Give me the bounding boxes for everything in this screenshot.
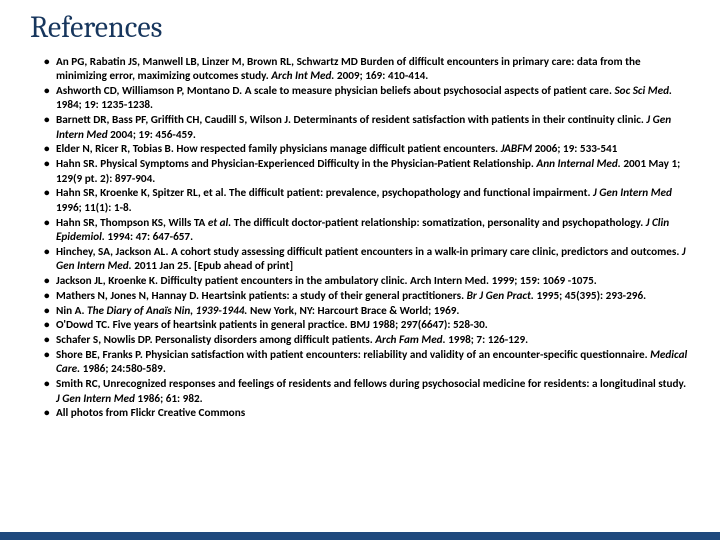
ref-text: Mathers N, Jones N, Hannay D. Heartsink … (56, 289, 467, 303)
list-item: Nin A. The Diary of Anaïs Nin, 1939-1944… (44, 304, 692, 318)
ref-post: The difficult doctor-patient relationshi… (231, 216, 645, 230)
ref-ital: JABFM (501, 142, 535, 156)
ref-ital: J Gen Intern Med (56, 392, 137, 406)
ref-ital: Br J Gen Pract. (467, 289, 537, 303)
ref-ital: Arch Fam Med. (375, 333, 448, 347)
ref-text: Shore BE, Franks P. Physician satisfacti… (56, 348, 650, 362)
ref-text: Ashworth CD, Williamson P, Montano D. A … (56, 84, 614, 98)
ref-text: Hahn SR, Thompson KS, Wills TA (56, 216, 208, 230)
list-item: Smith RC, Unrecognized responses and fee… (44, 377, 692, 406)
ref-ital: Arch Int Med. (271, 69, 337, 83)
ref-text: Smith RC, Unrecognized responses and fee… (56, 377, 686, 391)
accent-bar (0, 532, 720, 540)
list-item: An PG, Rabatin JS, Manwell LB, Linzer M,… (44, 55, 692, 84)
list-item: Mathers N, Jones N, Hannay D. Heartsink … (44, 289, 692, 303)
list-item: Schafer S, Nowlis DP. Personalisty disor… (44, 333, 692, 347)
ref-text: Schafer S, Nowlis DP. Personalisty disor… (56, 333, 375, 347)
ref-post: New York, NY: Harcourt Brace & World; 19… (250, 304, 459, 318)
ref-post: 2004; 19: 456-459. (110, 128, 196, 142)
list-item: Hahn SR, Kroenke K, Spitzer RL, et al. T… (44, 186, 692, 215)
list-item: Jackson JL, Kroenke K. Difficulty patien… (44, 274, 692, 288)
ref-post: 1995; 45(395): 293-296. (536, 289, 646, 303)
ref-ital: The Diary of Anaïs Nin, 1939-1944. (87, 304, 250, 318)
ref-post: 1984; 19: 1235-1238. (56, 98, 153, 112)
list-item: Shore BE, Franks P. Physician satisfacti… (44, 348, 692, 377)
list-item: Hinchey, SA, Jackson AL. A cohort study … (44, 245, 692, 274)
ref-text: O'Dowd TC. Five years of heartsink patie… (56, 318, 488, 332)
ref-post: 1986; 61: 982. (137, 392, 202, 406)
ref-text: Jackson JL, Kroenke K. Difficulty patien… (56, 274, 597, 288)
ref-ital: Soc Sci Med. (614, 84, 672, 98)
ref-text: All photos from Flickr Creative Commons (56, 406, 245, 420)
ref-post: 2011 Jan 25. [Epub ahead of print] (134, 259, 293, 273)
ref-text: Elder N, Ricer R, Tobias B. How respecte… (56, 142, 501, 156)
ref-post: 2009; 169: 410-414. (337, 69, 428, 83)
list-item: Hahn SR. Physical Symptoms and Physician… (44, 157, 692, 186)
page-title: References (30, 10, 692, 45)
list-item: Elder N, Ricer R, Tobias B. How respecte… (44, 142, 692, 156)
list-item: Hahn SR, Thompson KS, Wills TA et al. Th… (44, 216, 692, 245)
ref-ital: J Gen Intern Med (593, 186, 672, 200)
ref-text: Hinchey, SA, Jackson AL. A cohort study … (56, 245, 682, 259)
ref-text: Nin A. (56, 304, 87, 318)
reference-list: An PG, Rabatin JS, Manwell LB, Linzer M,… (28, 55, 692, 421)
ref-text: Hahn SR, Kroenke K, Spitzer RL, et al. T… (56, 186, 593, 200)
ref-text: Hahn SR. Physical Symptoms and Physician… (56, 157, 536, 171)
list-item: O'Dowd TC. Five years of heartsink patie… (44, 318, 692, 332)
ref-ital: Ann Internal Med. (536, 157, 623, 171)
list-item: Barnett DR, Bass PF, Griffith CH, Caudil… (44, 113, 692, 142)
list-item: Ashworth CD, Williamson P, Montano D. A … (44, 84, 692, 113)
ref-text: Barnett DR, Bass PF, Griffith CH, Caudil… (56, 113, 646, 127)
ref-post: 1998; 7: 126-129. (448, 333, 528, 347)
ref-ital: et al. (208, 216, 231, 230)
ref-post: 2006; 19: 533-541 (535, 142, 618, 156)
list-item: All photos from Flickr Creative Commons (44, 406, 692, 420)
ref-post: 1986; 24:580-589. (83, 362, 166, 376)
ref-post2: 1994: 47: 647-657. (107, 230, 193, 244)
ref-post: 1996; 11(1): 1-8. (56, 201, 132, 215)
